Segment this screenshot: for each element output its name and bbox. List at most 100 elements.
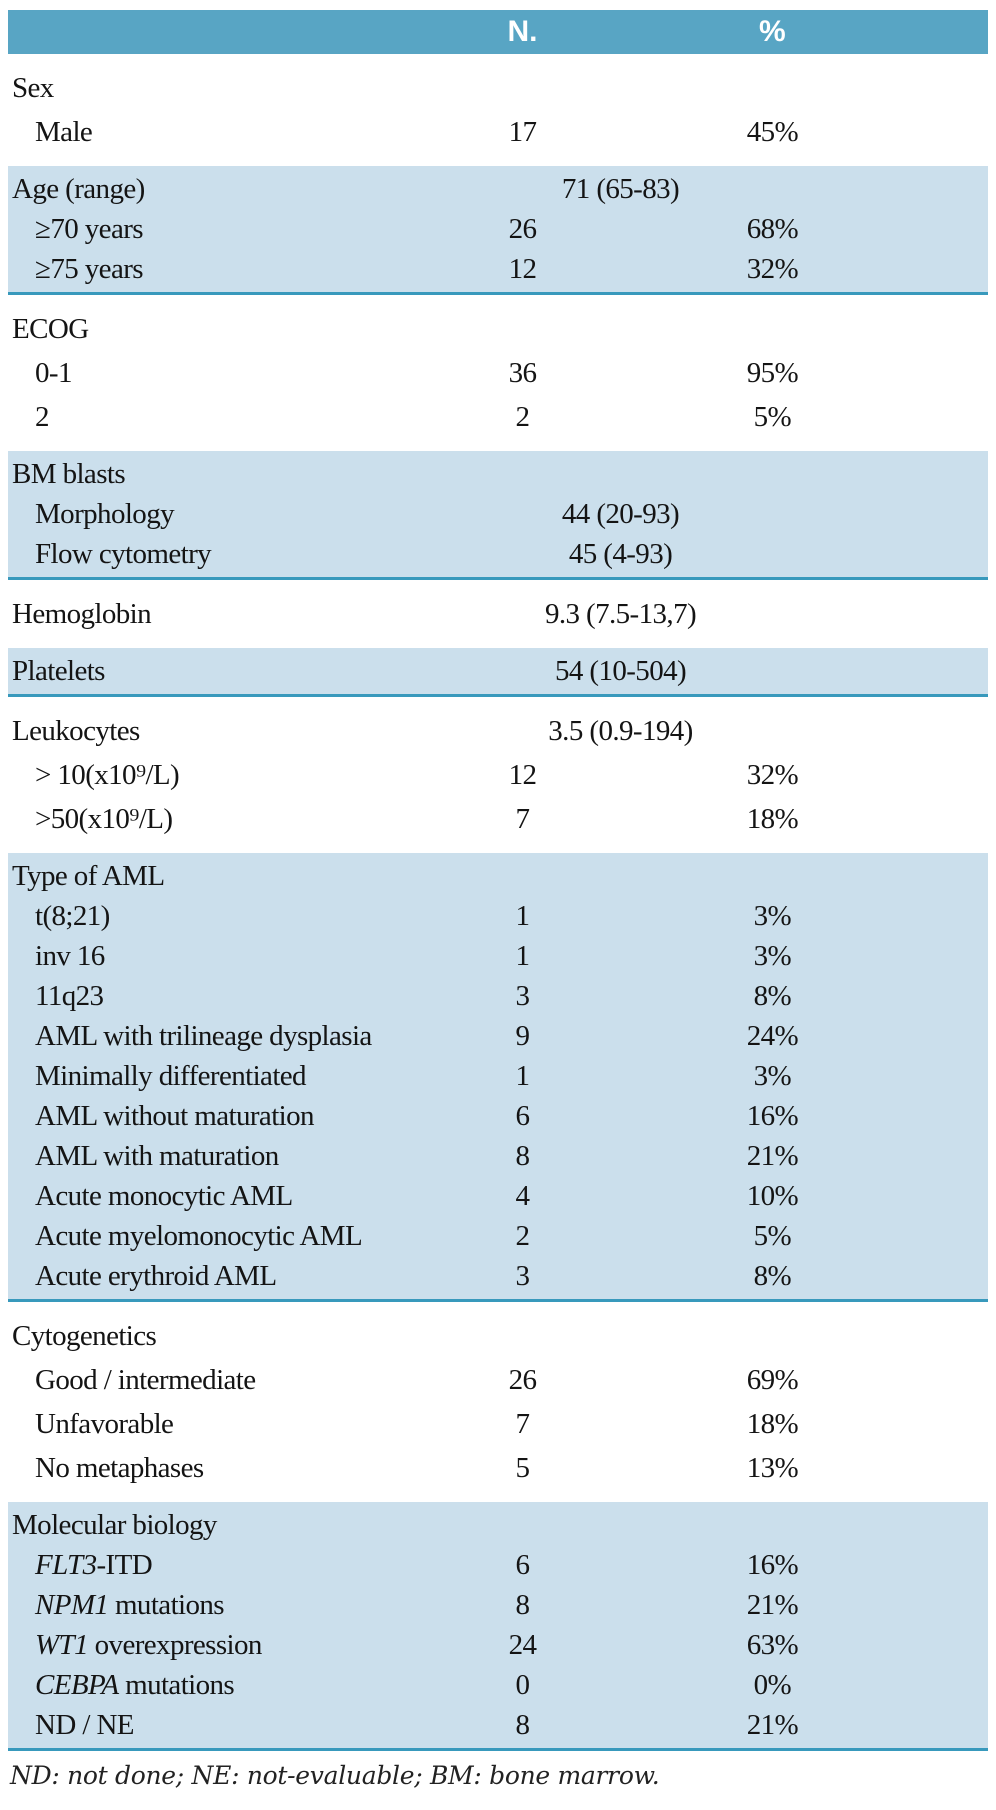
row-label-text: Male bbox=[35, 115, 93, 148]
row-label: CEBPA mutations bbox=[8, 1670, 400, 1700]
section-ecog: ECOG 0-1 36 95% 2 2 5% bbox=[8, 295, 988, 451]
row-label-text: Unfavorable bbox=[35, 1407, 174, 1440]
section-type-of-aml: Type of AML t(8;21) 1 3% inv 16 1 3% 11q23 3 8% AM… bbox=[8, 853, 988, 1302]
table-row: >50(x10⁹/L) 7 18% bbox=[8, 797, 988, 841]
pct-value: 0% bbox=[753, 1668, 792, 1701]
table-row: ≥75 years 12 32% bbox=[8, 249, 988, 289]
section-platelets: Platelets 54 (10-504) bbox=[8, 648, 988, 697]
n-value: 3 bbox=[515, 1259, 531, 1292]
row-label: Platelets bbox=[8, 654, 400, 687]
pct-value: 95% bbox=[746, 356, 799, 389]
row-label: Hemoglobin bbox=[8, 597, 400, 630]
row-label-text: Cytogenetics bbox=[12, 1319, 157, 1352]
gene-name: FLT3 bbox=[35, 1548, 97, 1581]
row-label: AML without maturation bbox=[8, 1099, 400, 1132]
n-value: 3 bbox=[515, 979, 531, 1012]
section-age: Age (range) 71 (65-83) ≥70 years 26 68% ≥75 y… bbox=[8, 166, 988, 295]
n-value: 4 bbox=[515, 1179, 531, 1212]
row-label-text: Good / intermediate bbox=[35, 1363, 256, 1396]
pct-value: 69% bbox=[746, 1363, 799, 1396]
table-row: Hemoglobin 9.3 (7.5-13,7) bbox=[8, 592, 988, 636]
row-label-text: BM blasts bbox=[12, 457, 126, 490]
table-row: Minimally differentiated 1 3% bbox=[8, 1056, 988, 1096]
row-label-text: Age (range) bbox=[12, 172, 145, 205]
row-group-label: Sex bbox=[8, 71, 400, 104]
pct-value: 8% bbox=[753, 979, 792, 1012]
row-label-text: Platelets bbox=[12, 654, 105, 687]
n-value: 12 bbox=[508, 758, 537, 791]
n-value: 1 bbox=[515, 1059, 531, 1092]
n-value: 12 bbox=[508, 252, 537, 285]
n-value: 0 bbox=[515, 1668, 531, 1701]
table-row: AML with trilineage dysplasia 9 24% bbox=[8, 1016, 988, 1056]
span-value: 9.3 (7.5-13,7) bbox=[544, 597, 697, 630]
table-row: Age (range) 71 (65-83) bbox=[8, 169, 988, 209]
n-value: 7 bbox=[515, 802, 531, 835]
table-row: Unfavorable 7 18% bbox=[8, 1402, 988, 1446]
row-label: AML with trilineage dysplasia bbox=[8, 1019, 400, 1052]
row-label: Flow cytometry bbox=[8, 537, 400, 570]
patient-characteristics-table: N. % Sex Male 17 45% Age (range) 71 (65-83) ≥7… bbox=[8, 10, 988, 1751]
pct-value: 8% bbox=[753, 1259, 792, 1292]
table-row: AML without maturation 6 16% bbox=[8, 1096, 988, 1136]
pct-value: 13% bbox=[746, 1451, 799, 1484]
section-hemoglobin: Hemoglobin 9.3 (7.5-13,7) bbox=[8, 580, 988, 648]
row-label: AML with maturation bbox=[8, 1141, 400, 1171]
section-cytogenetics: Cytogenetics Good / intermediate 26 69% Unfa… bbox=[8, 1302, 988, 1502]
span-value: 44 (20-93) bbox=[561, 497, 680, 530]
row-group-label: ECOG bbox=[8, 314, 400, 344]
row-label: >50(x10⁹/L) bbox=[8, 804, 400, 834]
row-label: 11q23 bbox=[8, 979, 400, 1012]
table-row: 11q23 3 8% bbox=[8, 976, 988, 1016]
row-label: FLT3-ITD bbox=[8, 1548, 400, 1581]
row-label-text: Leukocytes bbox=[12, 714, 140, 747]
row-label-text: Flow cytometry bbox=[35, 537, 212, 570]
row-label-text: 11q23 bbox=[35, 979, 104, 1012]
n-value: 26 bbox=[508, 1363, 537, 1396]
row-label: t(8;21) bbox=[8, 899, 400, 932]
table-row: Flow cytometry 45 (4-93) bbox=[8, 534, 988, 574]
row-label-text: t(8;21) bbox=[35, 899, 110, 932]
row-label-text: mutations bbox=[108, 1588, 225, 1621]
pct-value: 45% bbox=[746, 115, 799, 148]
n-value: 6 bbox=[515, 1099, 531, 1132]
pct-value: 3% bbox=[753, 939, 792, 972]
row-label-text: ND / NE bbox=[35, 1708, 135, 1741]
row-label-text: AML without maturation bbox=[35, 1099, 315, 1132]
header-n-column: N. bbox=[507, 15, 538, 48]
pct-value: 5% bbox=[753, 1219, 792, 1252]
table-row: Molecular biology bbox=[8, 1505, 988, 1545]
table-row: 2 2 5% bbox=[8, 395, 988, 439]
row-label-text: Acute erythroid AML bbox=[35, 1259, 277, 1292]
table-row: FLT3-ITD 6 16% bbox=[8, 1545, 988, 1585]
n-value: 9 bbox=[515, 1019, 531, 1052]
pct-value: 21% bbox=[746, 1139, 799, 1172]
row-label: Age (range) bbox=[8, 172, 400, 205]
table-row: > 10(x10⁹/L) 12 32% bbox=[8, 753, 988, 797]
row-label: Morphology bbox=[8, 499, 400, 529]
table-row: Sex bbox=[8, 66, 988, 110]
row-label: Minimally differentiated bbox=[8, 1059, 400, 1092]
row-label-text: Molecular biology bbox=[12, 1508, 217, 1541]
row-label-text: Minimally differentiated bbox=[35, 1059, 307, 1092]
pct-value: 16% bbox=[746, 1548, 799, 1581]
row-label: NPM1 mutations bbox=[8, 1588, 400, 1621]
table-row: ECOG bbox=[8, 307, 988, 351]
n-value: 8 bbox=[515, 1588, 531, 1621]
pct-value: 3% bbox=[753, 1059, 792, 1092]
row-group-label: Molecular biology bbox=[8, 1508, 400, 1541]
table-row: No metaphases 5 13% bbox=[8, 1446, 988, 1490]
gene-name: NPM1 bbox=[35, 1588, 109, 1621]
table-row: CEBPA mutations 0 0% bbox=[8, 1665, 988, 1705]
row-label-text: AML with trilineage dysplasia bbox=[35, 1019, 372, 1052]
table-row: BM blasts bbox=[8, 454, 988, 494]
section-molecular-biology: Molecular biology FLT3-ITD 6 16% NPM1 mutati… bbox=[8, 1502, 988, 1751]
row-label: 2 bbox=[8, 402, 400, 432]
table-row: WT1 overexpression 24 63% bbox=[8, 1625, 988, 1665]
row-label: > 10(x10⁹/L) bbox=[8, 760, 400, 790]
row-label-text: Hemoglobin bbox=[12, 597, 152, 630]
row-label-text: Sex bbox=[12, 71, 54, 104]
row-label: Unfavorable bbox=[8, 1407, 400, 1440]
table-row: Acute monocytic AML 4 10% bbox=[8, 1176, 988, 1216]
table-row: Acute myelomonocytic AML 2 5% bbox=[8, 1216, 988, 1256]
